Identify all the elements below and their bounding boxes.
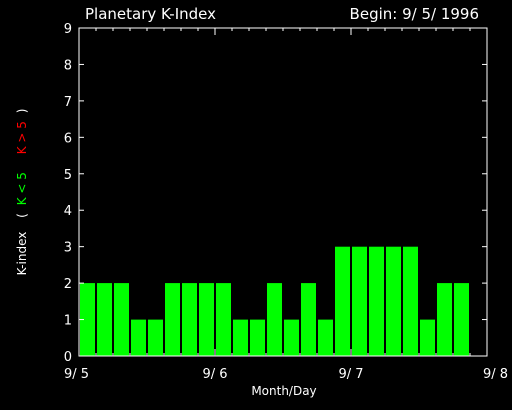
- axes-group: [78, 27, 488, 357]
- k-index-bar: [131, 319, 146, 356]
- k-index-bar: [250, 319, 265, 356]
- x-axis-label: Month/Day: [251, 384, 316, 398]
- k-index-bar: [369, 246, 384, 356]
- bars-group: [80, 246, 469, 356]
- y-tick-label: 9: [64, 22, 72, 37]
- x-tick-label: 9/ 5: [64, 367, 89, 382]
- y-tick-label: 7: [64, 95, 72, 110]
- ticks-group: 0 1 2 3 4 5 6 7 8 9 9/ 5 9/ 6 9/ 7 9/ 8: [64, 22, 508, 382]
- k-index-bar: [403, 246, 418, 356]
- k-index-bar: [114, 283, 129, 356]
- k-index-bar: [335, 246, 350, 356]
- k-index-bar: [301, 283, 316, 356]
- x-tick-label: 9/ 7: [338, 367, 363, 382]
- k-index-bar: [284, 319, 299, 356]
- y-tick-label: 8: [64, 58, 72, 73]
- x-tick-label: 9/ 6: [202, 367, 227, 382]
- k-index-bar: [267, 283, 282, 356]
- k-index-bar: [386, 246, 401, 356]
- k-index-bar: [165, 283, 180, 356]
- y-tick-label: 4: [64, 204, 72, 219]
- k-index-bar: [352, 246, 367, 356]
- y-axis-label-high: K > 5: [15, 121, 29, 154]
- y-tick-label: 3: [64, 241, 72, 256]
- y-tick-label: 5: [64, 168, 72, 183]
- k-index-bar: [97, 283, 112, 356]
- y-tick-label: 6: [64, 131, 72, 146]
- begin-date-label: Begin: 9/ 5/ 1996: [350, 5, 479, 23]
- k-index-bar: [148, 319, 163, 356]
- k-index-bar: [420, 319, 435, 356]
- k-index-bar: [233, 319, 248, 356]
- y-axis-label-open-paren: (: [15, 213, 29, 218]
- x-tick-label: 9/ 8: [483, 367, 508, 382]
- k-index-bar: [182, 283, 197, 356]
- y-tick-label: 2: [64, 277, 72, 292]
- k-index-bar: [454, 283, 469, 356]
- y-tick-label: 1: [64, 314, 72, 329]
- y-axis-label-close-paren: ): [15, 109, 29, 114]
- y-axis-label-prefix: K-index: [15, 232, 29, 276]
- y-tick-label: 0: [64, 350, 72, 365]
- y-axis-label-low: K < 5: [15, 172, 29, 205]
- chart-title: Planetary K-Index: [85, 5, 216, 23]
- plot-frame: [78, 27, 488, 357]
- k-index-bar: [216, 283, 231, 356]
- k-index-bar: [318, 319, 333, 356]
- k-index-bar: [437, 283, 452, 356]
- k-index-bar: [199, 283, 214, 356]
- k-index-bar: [80, 283, 95, 356]
- y-axis-label: K-index ( K < 5 K > 5 ): [15, 109, 29, 276]
